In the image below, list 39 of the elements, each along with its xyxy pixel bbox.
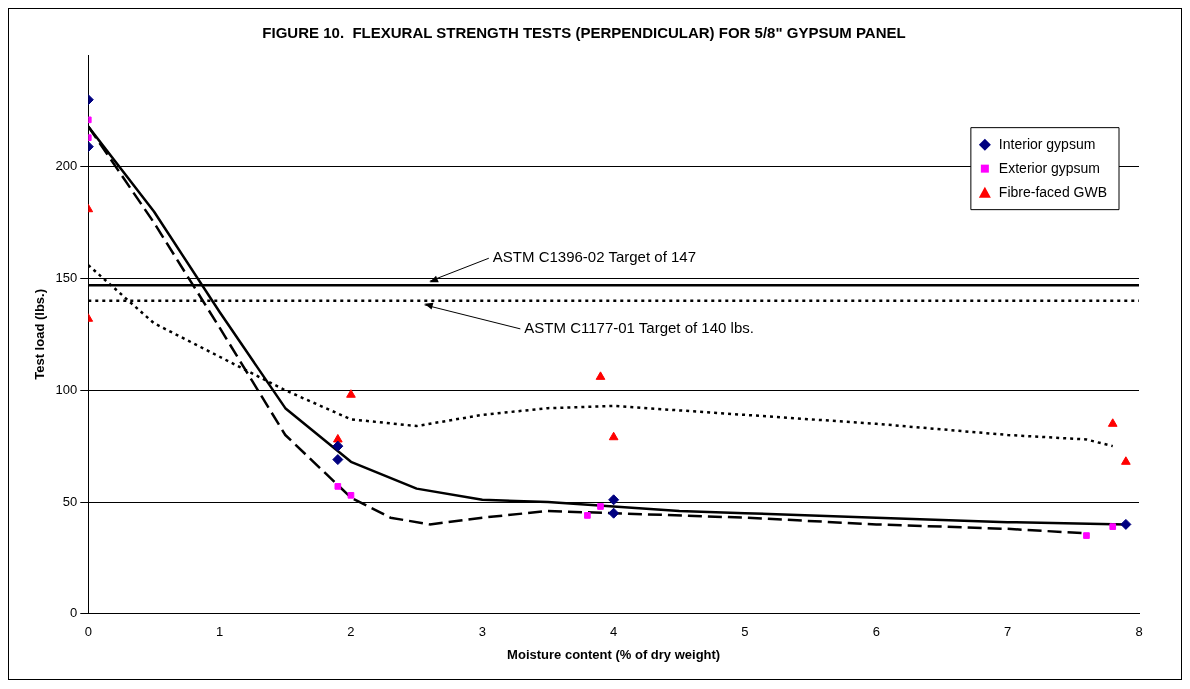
x-tick-label: 4 (610, 624, 618, 640)
x-tick-label: 1 (216, 624, 224, 640)
x-tick-label: 7 (1004, 624, 1012, 640)
point (608, 431, 619, 441)
y-tick-label: 200 (55, 158, 78, 174)
point (597, 503, 604, 510)
point (332, 454, 344, 466)
point (584, 512, 591, 519)
point (1107, 418, 1118, 427)
legend-label: Fibre-faced GWB (998, 183, 1107, 200)
x-tick-label: 0 (84, 624, 92, 640)
point (333, 433, 343, 443)
ref-line-label: ASTM C1396-02 Target of 147 (492, 248, 696, 266)
y-axis-title: Test load (lbs.) (32, 289, 48, 380)
ref-line-label: ASTM C1177-01 Target of 140 lbs. (524, 319, 754, 337)
point (1120, 518, 1132, 530)
x-tick-label: 3 (478, 624, 486, 640)
point (332, 440, 344, 452)
point (1109, 523, 1117, 530)
point (1121, 456, 1131, 465)
x-axis-title: Moisture content (% of dry weight) (507, 646, 721, 662)
legend-label: Exterior gypsum (998, 159, 1101, 176)
x-tick-label: 5 (741, 624, 749, 640)
y-tick-label: 100 (55, 381, 78, 397)
point (334, 483, 342, 490)
chart-title: FIGURE 10. FLEXURAL STRENGTH TESTS (PERPENDICULAR) FOR 5/8" GYPSUM PANEL (262, 24, 906, 42)
y-tick-label: 50 (62, 493, 78, 509)
y-tick-label: 0 (70, 605, 78, 621)
point (608, 507, 620, 519)
point (346, 389, 356, 398)
y-tick-label: 150 (55, 270, 78, 286)
point (347, 492, 355, 499)
legend-label: Interior gypsum (998, 135, 1096, 152)
x-tick-label: 2 (347, 624, 355, 640)
point (595, 371, 606, 380)
point (1083, 532, 1090, 539)
x-tick-label: 6 (872, 624, 880, 640)
x-tick-label: 8 (1135, 624, 1143, 640)
point (608, 494, 620, 506)
